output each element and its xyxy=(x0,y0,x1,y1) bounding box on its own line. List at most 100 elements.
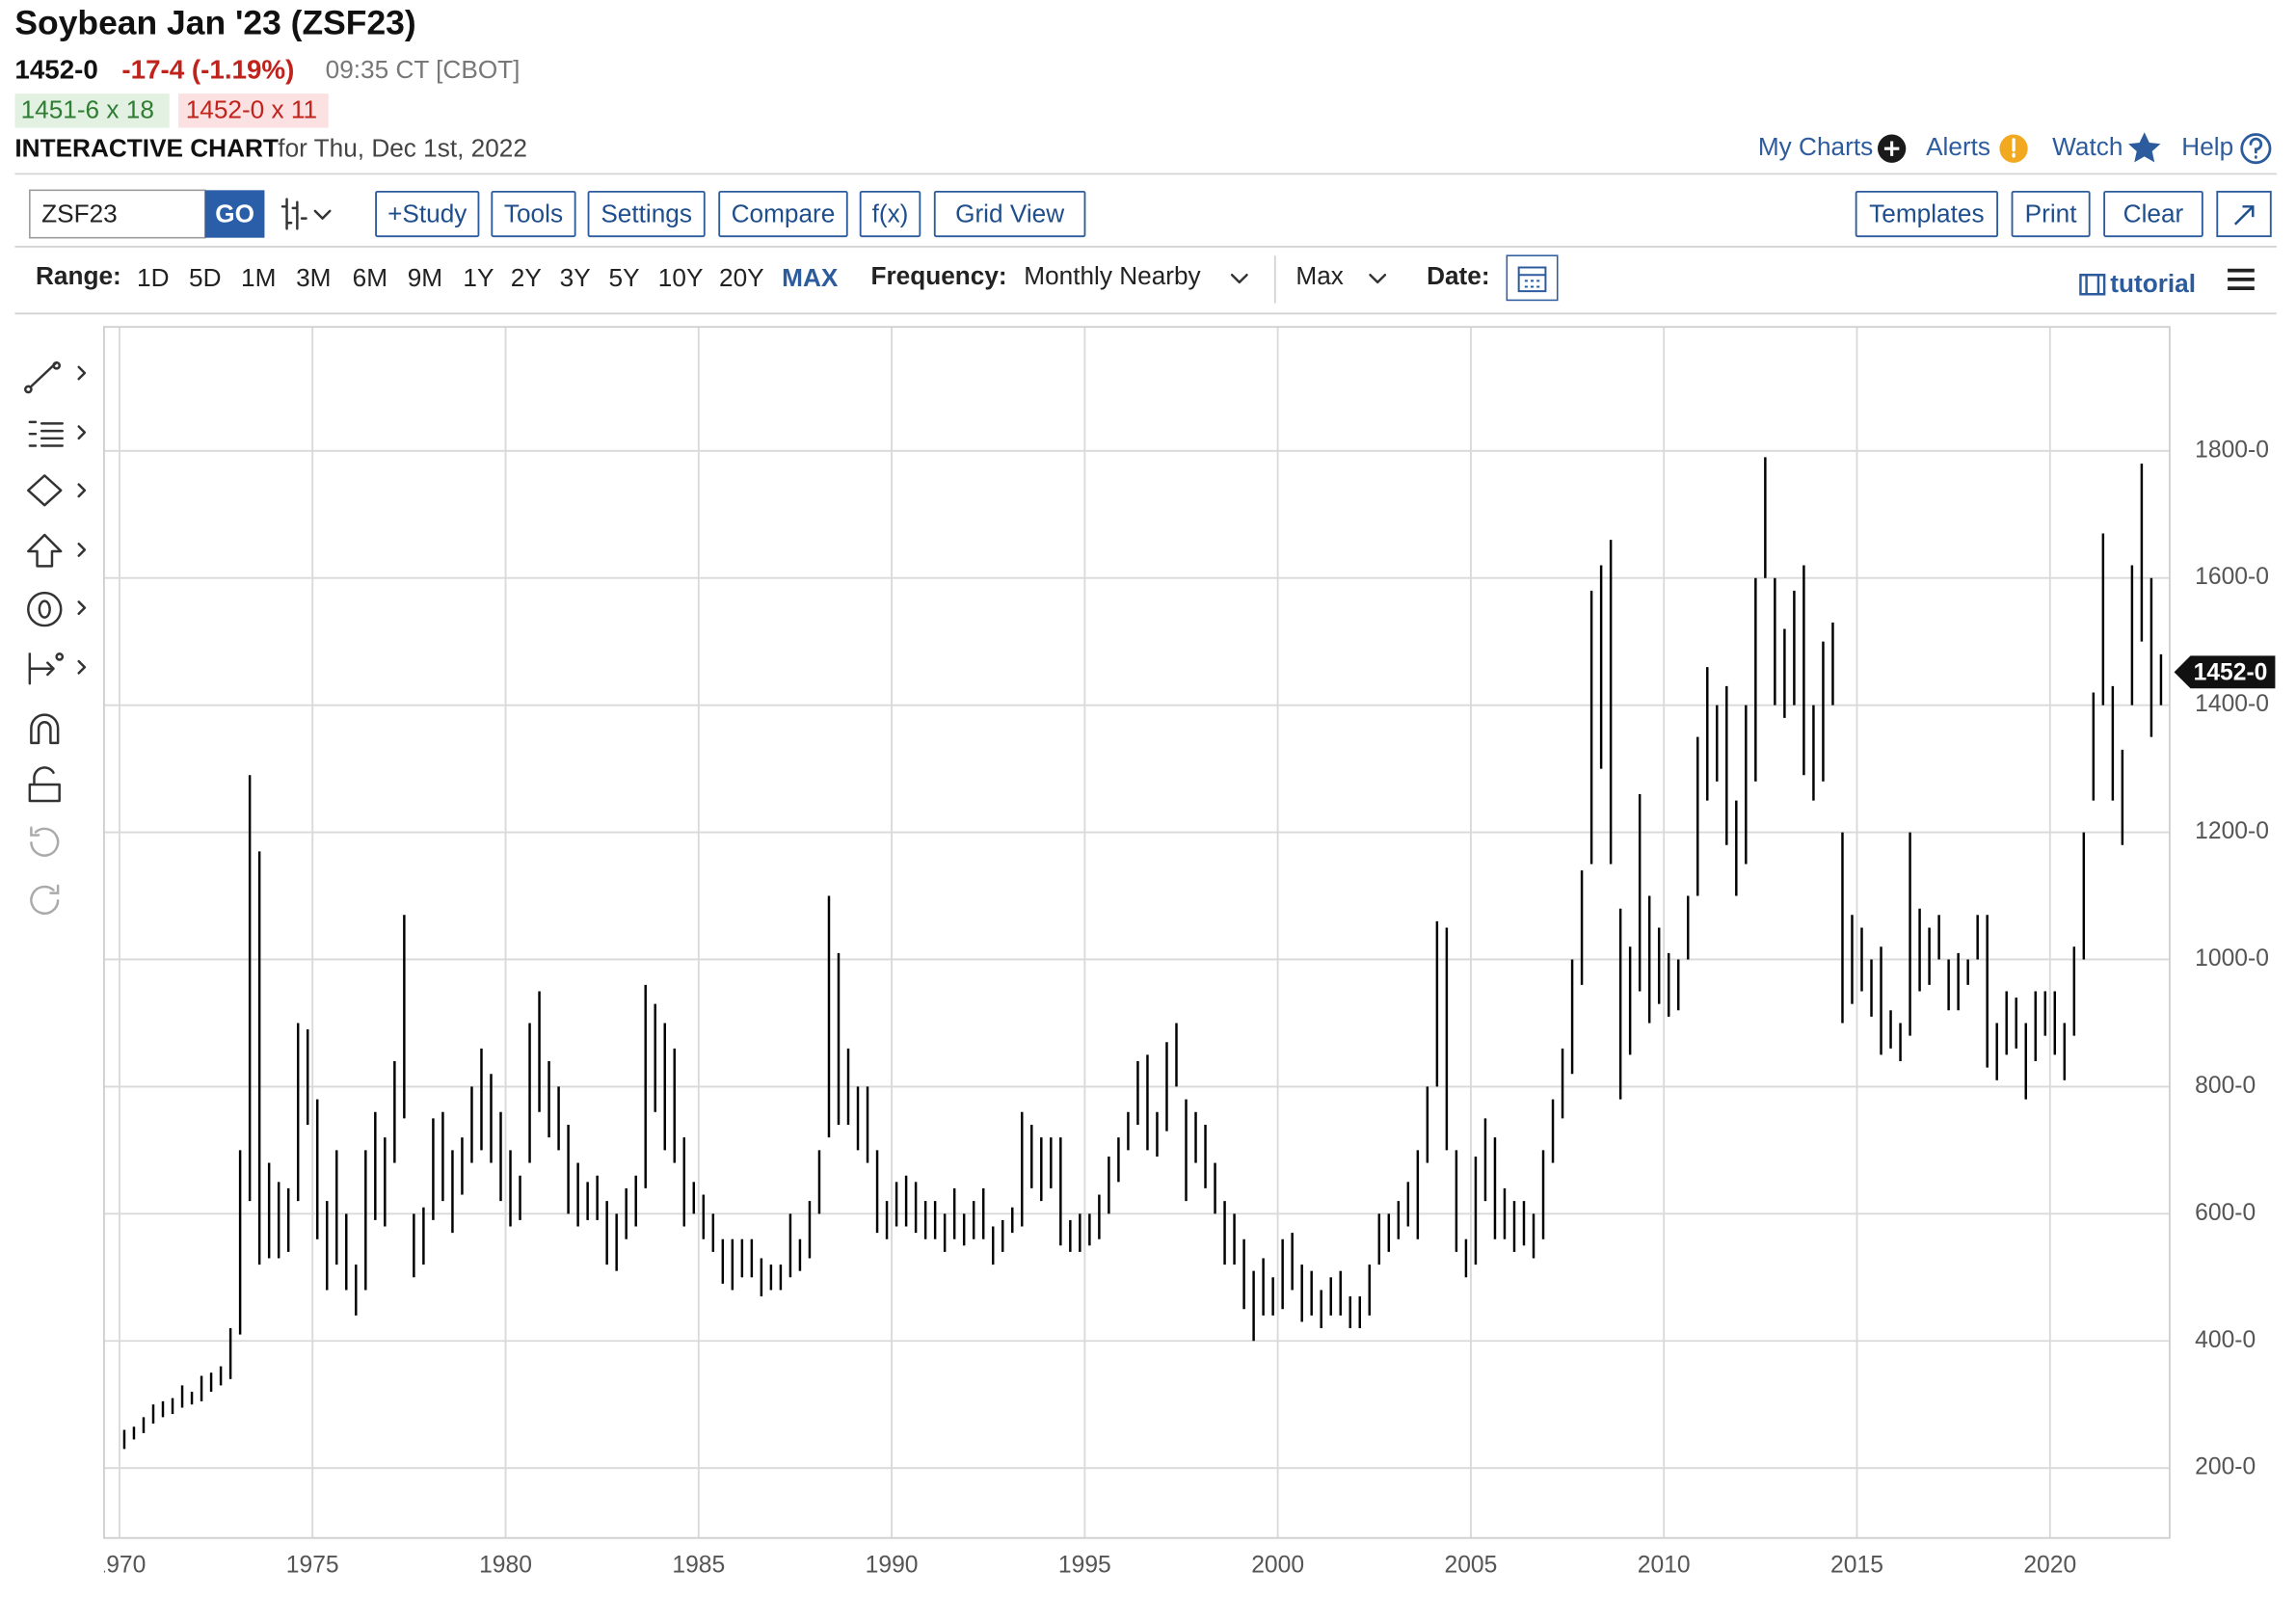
button-label: Settings xyxy=(601,199,692,227)
frequency-label: Frequency: xyxy=(870,261,1006,290)
x-tick-label: 1975 xyxy=(286,1553,339,1579)
x-tick-label: 1995 xyxy=(1058,1553,1111,1579)
frequency-select[interactable]: Monthly Nearby xyxy=(1024,261,1201,290)
last-price: 1452-0 xyxy=(14,54,97,84)
range-option[interactable]: 1M xyxy=(241,263,276,292)
plus-icon-mark xyxy=(1883,141,1900,156)
x-tick-label: 2020 xyxy=(2023,1553,2076,1579)
nav-link[interactable]: Alerts xyxy=(1926,132,1990,161)
calendar-icon xyxy=(1517,266,1547,293)
last-price-label: 1452-0 xyxy=(2194,659,2268,685)
toolbar-button[interactable]: f(x) xyxy=(859,190,921,238)
button-box[interactable] xyxy=(2011,190,2091,238)
toolbar-button[interactable]: +Study xyxy=(375,190,480,238)
y-tick-label: 1200-0 xyxy=(2195,818,2269,844)
redo-tool[interactable] xyxy=(30,884,60,915)
tutorial-link[interactable]: tutorial xyxy=(2110,269,2196,298)
range-option[interactable]: 6M xyxy=(353,263,387,292)
nav-link[interactable]: My Charts xyxy=(1758,132,1873,161)
menu-icon[interactable] xyxy=(2228,268,2255,290)
toolbar-button[interactable]: Tools xyxy=(491,190,576,238)
shape-tool[interactable] xyxy=(27,474,87,507)
expand-icon xyxy=(2233,205,2255,226)
quote-time: 09:35 CT [CBOT] xyxy=(326,55,521,84)
lock-tool[interactable] xyxy=(28,766,61,803)
button-box[interactable] xyxy=(491,190,576,238)
x-tick-label: 2000 xyxy=(1251,1553,1304,1579)
range-option[interactable]: 1Y xyxy=(463,263,494,292)
range-option[interactable]: 1D xyxy=(137,263,169,292)
button-box[interactable] xyxy=(375,190,480,238)
toolbar-button[interactable]: Clear xyxy=(2103,190,2203,238)
y-tick-label: 1000-0 xyxy=(2195,945,2269,972)
chart-label: INTERACTIVE CHART xyxy=(14,134,279,163)
x-tick-label: 1985 xyxy=(672,1553,725,1579)
toolbar-button[interactable]: Grid View xyxy=(933,190,1086,238)
range-option[interactable]: 3Y xyxy=(560,263,591,292)
range-option[interactable]: 20Y xyxy=(719,263,764,292)
line-tool[interactable] xyxy=(24,360,87,394)
button-box[interactable] xyxy=(587,190,706,238)
y-tick-label: 1600-0 xyxy=(2195,564,2269,590)
bid: 1451-6 x 18 xyxy=(21,95,154,124)
toolbar-button[interactable]: Compare xyxy=(718,190,848,238)
button-box[interactable] xyxy=(859,190,921,238)
x-axis-labels: 1970 1975 1980 1985 1990 1995 2000 2005 2010 2015… xyxy=(93,1553,2076,1579)
button-label: f(x) xyxy=(872,199,909,227)
y-tick-label: 600-0 xyxy=(2195,1200,2256,1226)
help-icon-mark xyxy=(2249,137,2263,159)
button-label: Print xyxy=(2025,199,2078,227)
button-label: Templates xyxy=(1869,199,1984,227)
price-change: -17-4 (-1.19%) xyxy=(121,54,294,84)
x-tick-label: 2005 xyxy=(1444,1553,1497,1579)
ask: 1452-0 x 11 xyxy=(186,95,317,124)
y-tick-label: 1400-0 xyxy=(2195,691,2269,717)
toolbar-button[interactable]: Templates xyxy=(1855,190,1999,238)
star-icon xyxy=(2128,132,2161,163)
range-option[interactable]: MAX xyxy=(782,263,839,292)
text-tool-mark xyxy=(38,599,51,619)
go-label: GO xyxy=(215,199,254,227)
calendar-button[interactable] xyxy=(1506,254,1559,302)
arrow-tool[interactable] xyxy=(27,533,87,568)
bid-badge xyxy=(14,93,170,128)
drawing-tools xyxy=(24,360,87,915)
button-box[interactable] xyxy=(2103,190,2203,238)
ask-badge xyxy=(178,93,329,128)
x-tick-label: 1980 xyxy=(479,1553,532,1579)
x-tick-label: 1990 xyxy=(866,1553,919,1579)
undo-tool[interactable] xyxy=(30,826,60,857)
nav-link[interactable]: Watch xyxy=(2052,132,2122,161)
button-label: Tools xyxy=(504,199,563,227)
symbol-input-text: ZSF23 xyxy=(41,199,118,227)
fib-tool[interactable] xyxy=(28,420,87,447)
range-option[interactable]: 5Y xyxy=(609,263,640,292)
date-label: Date: xyxy=(1427,261,1489,290)
button-box[interactable] xyxy=(1855,190,1999,238)
range-option[interactable]: 9M xyxy=(408,263,442,292)
button-label: Grid View xyxy=(955,199,1064,227)
chart-type-icon[interactable] xyxy=(280,198,332,230)
help-icon xyxy=(2240,133,2272,165)
range-option[interactable]: 10Y xyxy=(658,263,704,292)
toolbar-button[interactable]: Settings xyxy=(587,190,706,238)
text-tool[interactable] xyxy=(27,591,63,627)
aggregation-select[interactable]: Max xyxy=(1295,261,1343,290)
button-box[interactable] xyxy=(933,190,1086,238)
y-tick-label: 400-0 xyxy=(2195,1327,2256,1353)
plot-border xyxy=(102,326,2171,1539)
nav-link[interactable]: Help xyxy=(2181,132,2233,161)
go-button[interactable] xyxy=(204,190,265,238)
measure-tool[interactable] xyxy=(28,600,87,685)
chart-date: for Thu, Dec 1st, 2022 xyxy=(278,134,527,163)
range-option[interactable]: 5D xyxy=(189,263,221,292)
range-option[interactable]: 3M xyxy=(296,263,331,292)
button-box[interactable] xyxy=(718,190,848,238)
symbol-input[interactable] xyxy=(29,189,206,239)
toolbar-button[interactable]: Print xyxy=(2011,190,2091,238)
range-option[interactable]: 2Y xyxy=(511,263,542,292)
x-tick-label: 1970 xyxy=(93,1553,147,1579)
magnet-tool[interactable] xyxy=(30,713,60,745)
